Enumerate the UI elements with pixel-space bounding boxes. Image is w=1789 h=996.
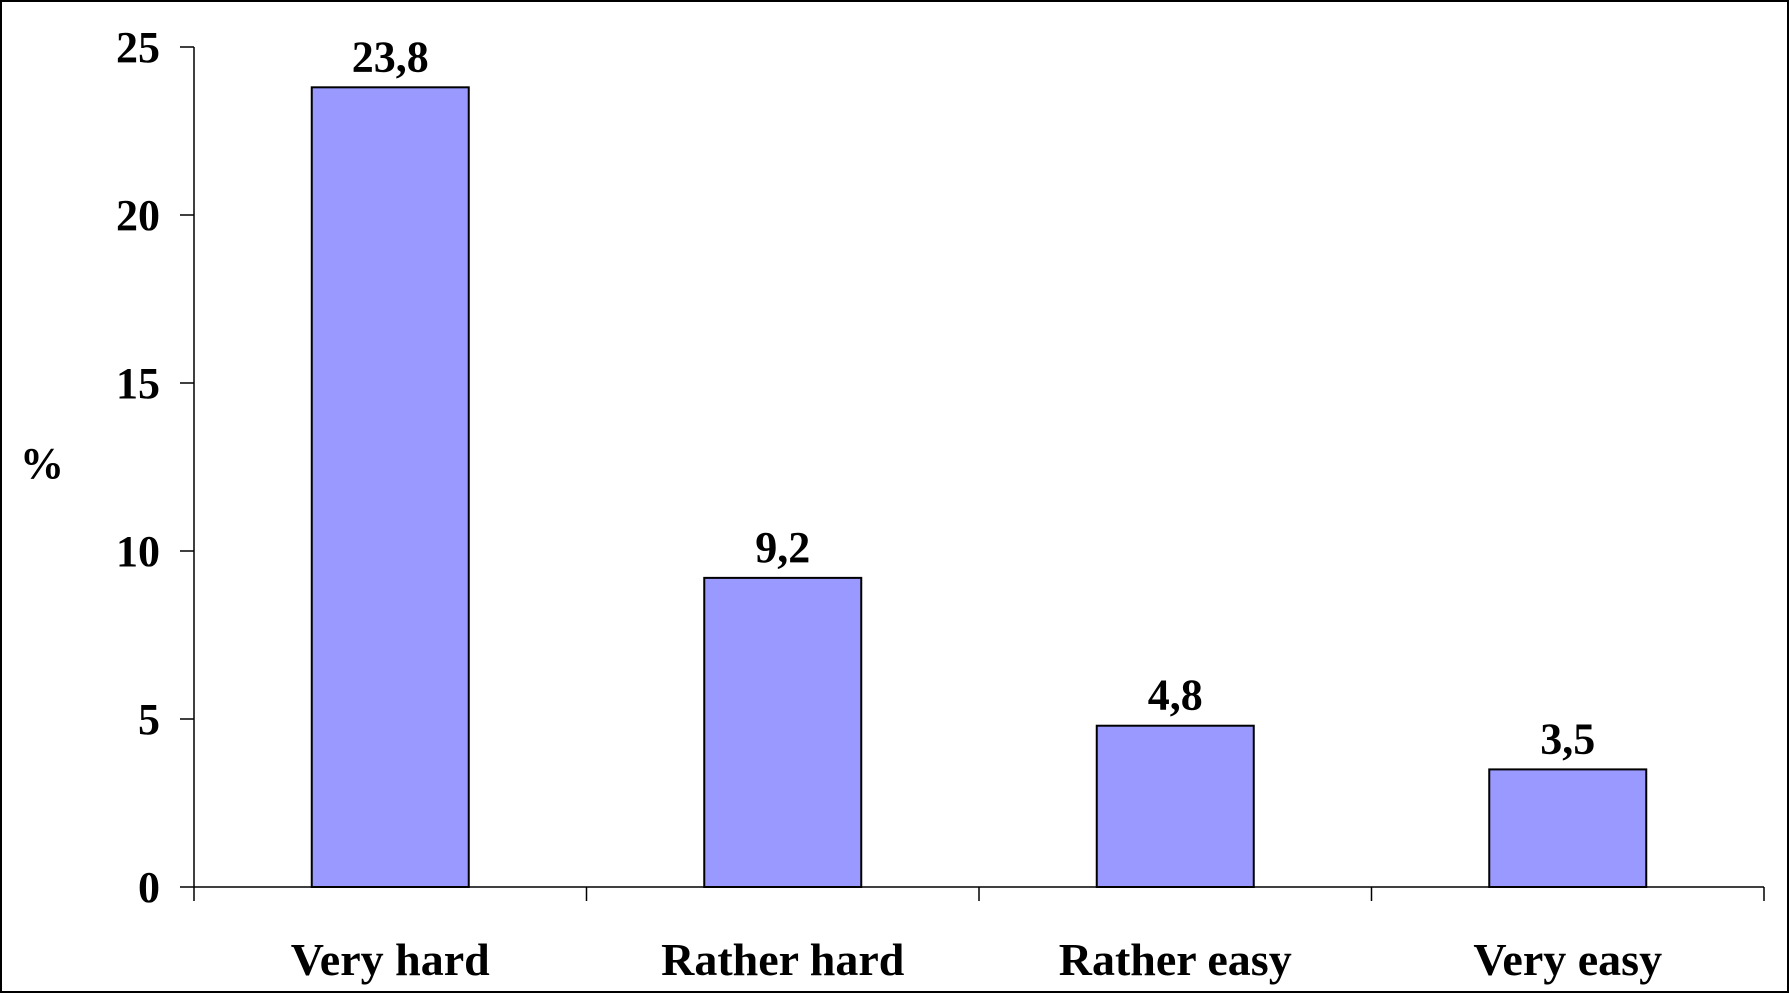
category-label-rather-hard: Rather hard [661,934,905,985]
bar-rather-easy [1095,724,1255,888]
y-axis-title: % [20,439,64,488]
y-tick-label-10: 10 [116,527,160,576]
bar-very-hard [310,86,470,888]
bar-very-easy [1488,768,1648,889]
data-label-very-easy: 3,5 [1540,714,1595,763]
category-label-rather-easy: Rather easy [1059,934,1292,985]
y-tick-label-20: 20 [116,191,160,240]
category-label-very-hard: Very hard [291,934,490,985]
labels-layer: 23,8 Very hard 9,2 Rather hard 4,8 Rather eas… [116,23,1662,985]
y-tick-label-25: 25 [116,23,160,72]
y-tick-label-15: 15 [116,359,160,408]
data-label-rather-easy: 4,8 [1148,671,1203,720]
y-tick-label-0: 0 [138,863,160,912]
data-label-very-hard: 23,8 [352,32,429,81]
category-label-very-easy: Very easy [1473,934,1662,985]
bars-layer [310,86,1648,889]
data-label-rather-hard: 9,2 [755,523,810,572]
axes-layer [180,46,1765,901]
bar-rather-hard [703,576,863,888]
y-tick-label-5: 5 [138,695,160,744]
